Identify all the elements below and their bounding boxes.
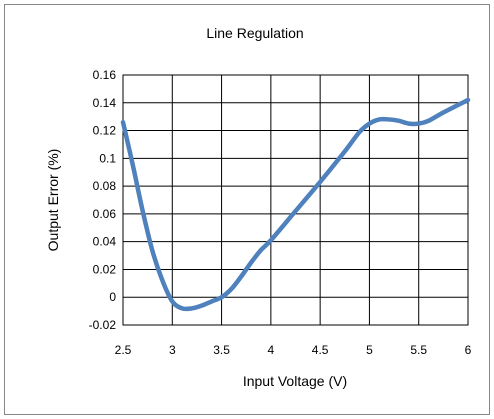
series-line: [120, 97, 471, 312]
y-tick-label: 0.08: [93, 179, 117, 193]
x-tick-label: 3.5: [213, 343, 230, 357]
x-tick-label: 4: [268, 343, 275, 357]
x-tick-label: 4.5: [312, 343, 329, 357]
y-tick-label: 0.04: [93, 235, 117, 249]
x-tick-label: 5: [366, 343, 373, 357]
x-tick-label: 3: [169, 343, 176, 357]
y-tick-label: 0.16: [93, 68, 117, 82]
y-tick-label: 0.1: [99, 151, 116, 165]
grid: [122, 74, 469, 326]
y-tick-label: -0.02: [89, 318, 117, 332]
series-group: [120, 97, 471, 312]
x-tick-label: 6: [465, 343, 472, 357]
x-tick-label: 2.5: [115, 343, 132, 357]
y-tick-label: 0: [109, 290, 116, 304]
x-tick-label: 5.5: [410, 343, 427, 357]
y-tick-label: 0.14: [93, 96, 117, 110]
chart-title: Line Regulation: [206, 25, 303, 41]
x-tick-labels: 2.5 3 3.5 4 4.5 5 5.5 6: [115, 343, 472, 357]
y-axis-label: Output Error (%): [45, 149, 61, 252]
chart-frame: [4, 4, 490, 415]
plot-area: [122, 74, 469, 326]
y-tick-label: 0.02: [93, 262, 117, 276]
x-axis-label: Input Voltage (V): [243, 373, 347, 389]
y-tick-labels: -0.02 0 0.02 0.04 0.06 0.08 0.1 0.12 0.14 0.16: [89, 68, 117, 332]
y-tick-label: 0.06: [93, 207, 117, 221]
y-tick-label: 0.12: [93, 124, 117, 138]
